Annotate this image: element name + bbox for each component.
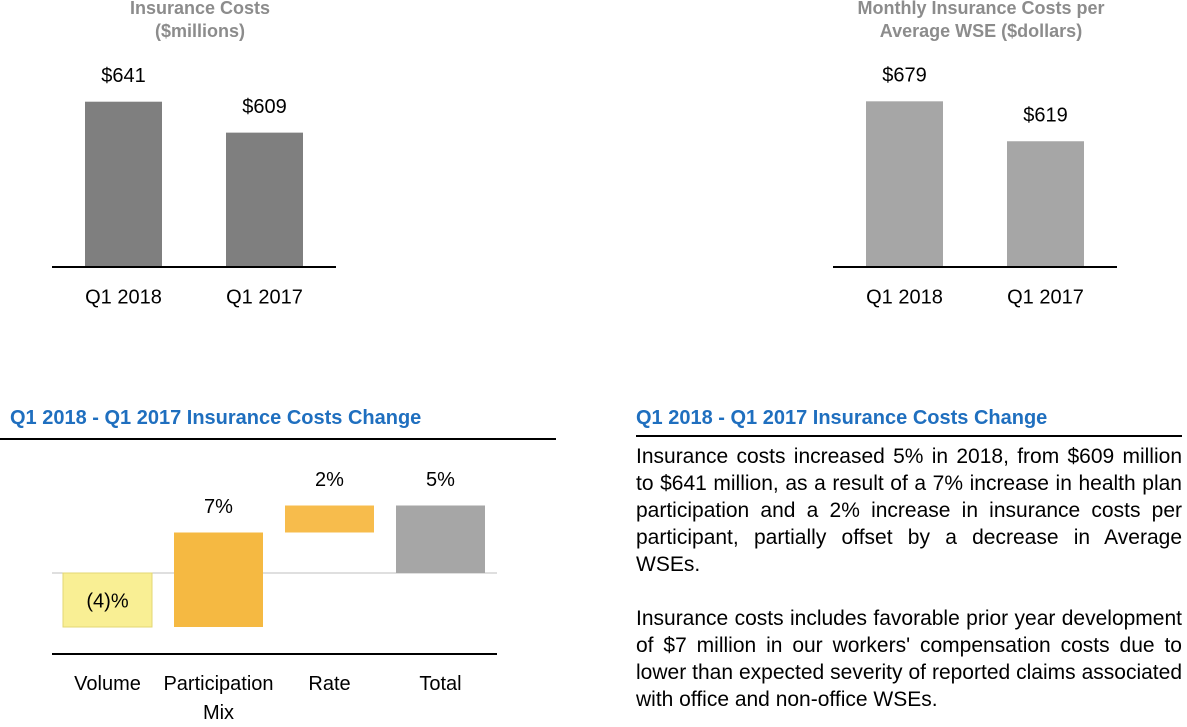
bar [866, 101, 943, 267]
text-panel: Q1 2018 - Q1 2017 Insurance Costs Change… [636, 407, 1182, 713]
value-label: $641 [101, 65, 146, 87]
chart-title: Average WSE ($dollars) [880, 21, 1082, 41]
value-label: $679 [882, 65, 927, 87]
value-label: $619 [1023, 105, 1068, 127]
x-tick-label: Rate [308, 673, 351, 695]
chart-title: Insurance Costs [130, 0, 270, 18]
value-label: 5% [426, 469, 455, 491]
chart-title: Monthly Insurance Costs per [857, 0, 1104, 18]
x-tick-label: Q1 2017 [226, 286, 303, 308]
value-label: 2% [315, 469, 344, 491]
value-label: $609 [242, 96, 287, 118]
x-tick-label: Q1 2018 [866, 286, 943, 308]
value-label: 7% [204, 496, 233, 518]
x-tick-label: Participation Mix [163, 673, 274, 724]
bar [226, 132, 303, 267]
waterfall-title: Q1 2018 - Q1 2017 Insurance Costs Change [10, 407, 422, 429]
panel-title: Q1 2018 - Q1 2017 Insurance Costs Change [636, 407, 1182, 437]
bar [85, 101, 162, 267]
x-tick-label: Q1 2017 [1007, 286, 1084, 308]
bar [396, 505, 485, 573]
bar [62, 572, 153, 628]
bar [174, 532, 263, 627]
x-tick-label: Volume [74, 673, 141, 695]
paragraph: Insurance costs includes favorable prior… [636, 607, 1182, 711]
bar [1007, 141, 1084, 267]
x-tick-label: Total [419, 673, 462, 695]
value-label: (4)% [86, 590, 128, 612]
paragraph: Insurance costs increased 5% in 2018, fr… [636, 445, 1182, 576]
bar [285, 505, 374, 533]
x-tick-label: Q1 2018 [85, 286, 162, 308]
chart-title: ($millions) [155, 21, 245, 41]
